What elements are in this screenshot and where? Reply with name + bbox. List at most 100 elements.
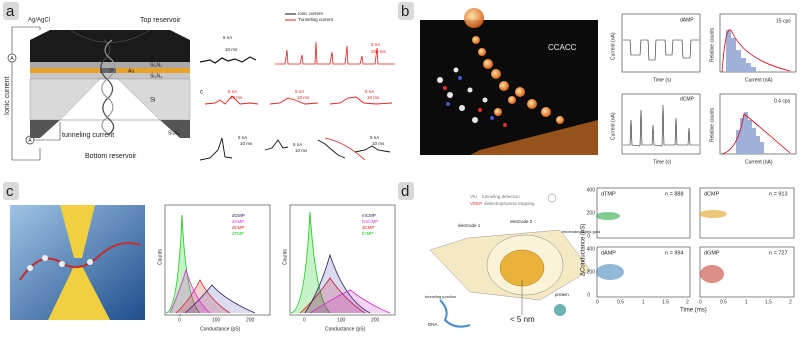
trace	[199, 137, 233, 161]
y-axis-label: ΔConductance (nS)	[581, 224, 587, 276]
electrode-label: electrode 2	[510, 219, 533, 224]
y-tick-label: 200	[587, 269, 596, 275]
fit	[721, 29, 791, 73]
voltage-text: tunneling detection	[482, 194, 520, 199]
y-tick-label: 400	[587, 187, 596, 193]
y-axis-label: Counts	[157, 249, 163, 265]
electrode-label: electrode 1	[458, 223, 481, 228]
metal-label: Pt	[110, 68, 115, 74]
x-axis-label: Conductance (pS)	[325, 326, 366, 332]
scale-bar-label: 5 nA	[228, 89, 237, 94]
layer-label: Si₃N₄	[150, 62, 162, 68]
y-tick-label: 400	[587, 246, 596, 252]
electrode-label: Ag/AgCl	[28, 18, 50, 24]
panel-c: c 0 100 200 Conductance (pS) Counts dGMP…	[3, 182, 396, 332]
scale-bar-label: 10 ms	[297, 95, 310, 100]
x-tick-label: 2	[686, 299, 689, 305]
trace	[269, 97, 319, 105]
plot-n: n = 888	[665, 191, 684, 197]
scale-bar-label: 10 ms	[230, 95, 243, 100]
x-tick-label: 0	[699, 299, 702, 305]
pt-layer	[100, 68, 116, 73]
panel-label-bg	[3, 182, 19, 200]
point-cloud	[596, 264, 624, 280]
histogram-2: 0 100 200 Conductance (pS) Counts mCMP h…	[282, 204, 396, 332]
au-layer	[30, 68, 100, 73]
x-tick-label: 2	[789, 299, 792, 305]
scale-bar-label: 5 nA	[238, 135, 247, 140]
panel-label-bg	[3, 2, 19, 20]
protein	[554, 304, 566, 316]
voltage-label: VDEP	[470, 201, 482, 206]
probe-tip	[464, 8, 484, 28]
scale-bar-label: 200 ms	[371, 49, 387, 54]
fit	[290, 211, 331, 314]
x-tick-label: 200	[246, 317, 255, 323]
atoms	[446, 76, 494, 120]
fit	[175, 279, 231, 314]
trace	[354, 145, 391, 153]
histogram	[726, 30, 756, 72]
scale-bar-label: 10 ms	[240, 141, 253, 146]
scale-bar-label: 10 ms	[225, 47, 238, 52]
x-axis-label: Conductance (pS)	[200, 326, 241, 332]
plot-title: dTMP	[601, 191, 616, 197]
dna	[439, 299, 471, 328]
top-reservoir	[30, 30, 190, 62]
point-cloud	[596, 212, 620, 220]
metal-label: Au	[128, 68, 134, 74]
x-tick-label: 100	[337, 317, 346, 323]
legend-label: fCMP	[362, 231, 373, 236]
plot-n: n = 994	[665, 250, 684, 256]
layer-label: Si₃N₄	[150, 73, 162, 79]
atoms	[437, 67, 488, 123]
panel-label: b	[401, 3, 409, 20]
top-label: Top reservoir	[140, 17, 181, 24]
x-tick-label: 200	[371, 317, 380, 323]
legend-label: Tunneling current	[298, 17, 334, 22]
trace	[317, 139, 346, 159]
plot-title: dAMP	[601, 250, 616, 256]
y-tick-label: 0	[587, 233, 590, 239]
wire	[30, 122, 61, 141]
legend-label: Ionic current	[298, 11, 324, 16]
y-axis-label: Relative counts	[709, 27, 715, 62]
panel-d: d Vtu tunneling detection VDEP dielectro…	[398, 182, 795, 328]
plot-dcmp: dCMP Current (nA) Time (s)	[610, 93, 701, 165]
fit	[309, 289, 391, 314]
legend-label: dTMP	[232, 231, 244, 236]
point-cloud	[699, 210, 727, 218]
trace	[329, 96, 393, 105]
trace	[204, 95, 259, 105]
plot-title: dCMP	[704, 191, 720, 197]
trace	[264, 139, 289, 151]
electrode	[48, 266, 110, 320]
atoms	[27, 255, 93, 271]
legend-label: dCMP	[362, 225, 375, 230]
legend-label: mCMP	[362, 213, 376, 218]
x-axis-label: Time (s)	[653, 77, 671, 83]
x-axis-label: Time (ms)	[680, 308, 707, 314]
y-axis-label: Current (nA)	[610, 32, 616, 60]
plot-title: dCMP	[680, 96, 695, 102]
fit	[299, 277, 366, 314]
legend-label: dAMP	[232, 219, 244, 224]
scale-bar-label: 5 nA	[370, 135, 379, 140]
point-cloud	[700, 265, 724, 283]
trace	[623, 39, 699, 61]
axes	[289, 204, 396, 316]
scale-bar-label: 5 nA	[365, 89, 374, 94]
substrate	[470, 120, 598, 155]
trace	[275, 41, 395, 65]
trace	[623, 104, 699, 147]
plot-damp: dAMP Current (nA) Time (s)	[610, 13, 701, 83]
scale-bar-label: 10 ms	[372, 141, 385, 146]
fit	[184, 284, 256, 314]
plot-title: dAMP	[680, 17, 694, 23]
gap-label: < 5 nm	[510, 315, 535, 324]
legend-label: dCMP	[232, 225, 245, 230]
fit	[169, 268, 211, 314]
molecule	[472, 36, 564, 124]
fit	[324, 137, 366, 161]
sublabel: c	[200, 90, 203, 96]
